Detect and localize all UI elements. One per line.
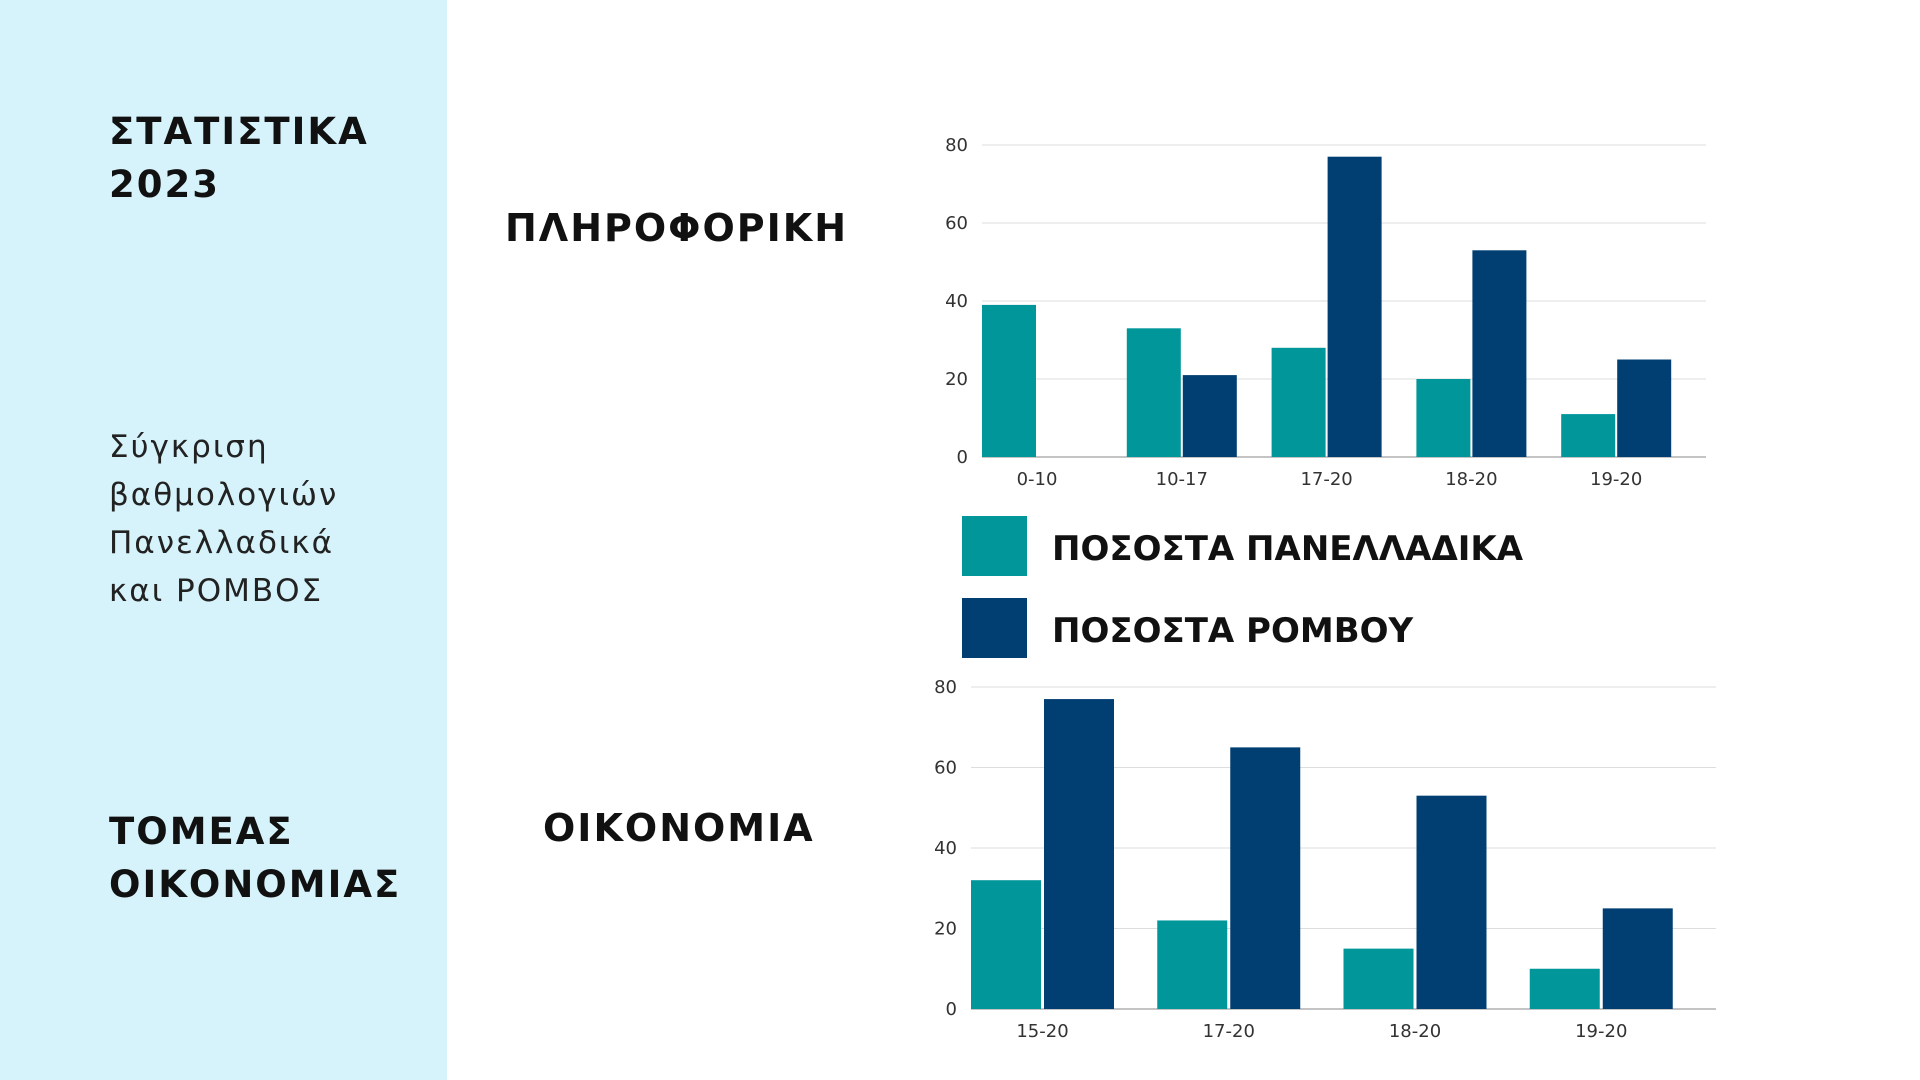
chart-1-bar-romvos <box>1327 156 1382 457</box>
chart-2-y-tick-label: 40 <box>934 838 957 859</box>
chart-1-y-tick-label: 40 <box>945 291 968 312</box>
chart-1-x-tick-label: 19-20 <box>1590 469 1642 490</box>
legend-label-romvos: ΠΟΣΟΣΤΑ ΡΟΜΒΟΥ <box>1052 611 1414 651</box>
economics-heading: ΟΙΚΟΝΟΜΙΑ <box>543 806 815 850</box>
chart-1-bar-panhellenic <box>1271 347 1326 457</box>
sidebar-panel: ΣΤΑΤΙΣΤΙΚΑ 2023 Σύγκριση βαθμολογιών Παν… <box>0 0 447 1080</box>
chart-2-y-tick-label: 20 <box>934 919 957 940</box>
chart-1-bar-panhellenic <box>1126 328 1181 457</box>
chart-1-bar-romvos <box>1617 359 1672 457</box>
chart-1-bar-panhellenic <box>982 304 1036 457</box>
chart-2-bar-panhellenic <box>1157 920 1228 1009</box>
chart-2-bar-romvos <box>1602 908 1673 1009</box>
chart-2-bar-panhellenic <box>1529 968 1600 1009</box>
chart-1-x-tick-label: 17-20 <box>1300 469 1352 490</box>
chart-1-bar-panhellenic <box>1416 379 1471 457</box>
chart-1-x-tick-label: 18-20 <box>1445 469 1497 490</box>
chart-1-bar-romvos <box>1472 250 1527 457</box>
chart-1-x-tick-label: 0-10 <box>1017 469 1058 490</box>
chart-1-bar-romvos <box>1182 375 1237 457</box>
chart-2-y-tick-label: 80 <box>934 677 957 698</box>
chart-2-y-tick-label: 0 <box>946 999 957 1020</box>
legend-swatch-panhellenic <box>962 516 1027 576</box>
chart-2-x-tick-label: 18-20 <box>1389 1021 1441 1042</box>
legend-swatch-romvos <box>962 598 1027 658</box>
economy-sector-title: ΤΟΜΕΑΣ ΟΙΚΟΝΟΜΙΑΣ <box>109 810 402 906</box>
informatics-bar-chart: 0 20 40 60 80 0-10 10-17 17-20 18-20 19-20 <box>945 135 1706 490</box>
legend-label-panhellenic: ΠΟΣΟΣΤΑ ΠΑΝΕΛΛΑΔΙΚΑ <box>1052 529 1524 569</box>
chart-2-bar-panhellenic <box>971 880 1041 1009</box>
chart-2-bar-panhellenic <box>1343 948 1414 1009</box>
chart-2-bar-romvos <box>1416 795 1487 1009</box>
stats-title: ΣΤΑΤΙΣΤΙΚΑ 2023 <box>109 110 369 206</box>
chart-1-y-tick-label: 80 <box>945 135 968 156</box>
economics-bar-chart: 0 20 40 60 80 15-20 17-20 18-20 19-20 <box>934 677 1716 1042</box>
chart-2-bar-romvos <box>1044 699 1114 1009</box>
chart-2-x-tick-label: 19-20 <box>1575 1021 1627 1042</box>
comparison-description: Σύγκριση βαθμολογιών Πανελλαδικά και ΡΟΜ… <box>109 429 339 609</box>
chart-2-x-tick-label: 15-20 <box>1016 1021 1068 1042</box>
chart-1-y-tick-label: 60 <box>945 213 968 234</box>
chart-1-bar-panhellenic <box>1561 414 1616 457</box>
chart-2-x-tick-label: 17-20 <box>1203 1021 1255 1042</box>
chart-2-y-tick-label: 60 <box>934 758 957 779</box>
chart-1-y-tick-label: 20 <box>945 369 968 390</box>
informatics-heading: ΠΛΗΡΟΦΟΡΙΚΗ <box>505 206 849 250</box>
chart-1-y-tick-label: 0 <box>957 447 968 468</box>
chart-1-x-tick-label: 10-17 <box>1156 469 1208 490</box>
chart-2-bar-romvos <box>1230 747 1301 1009</box>
